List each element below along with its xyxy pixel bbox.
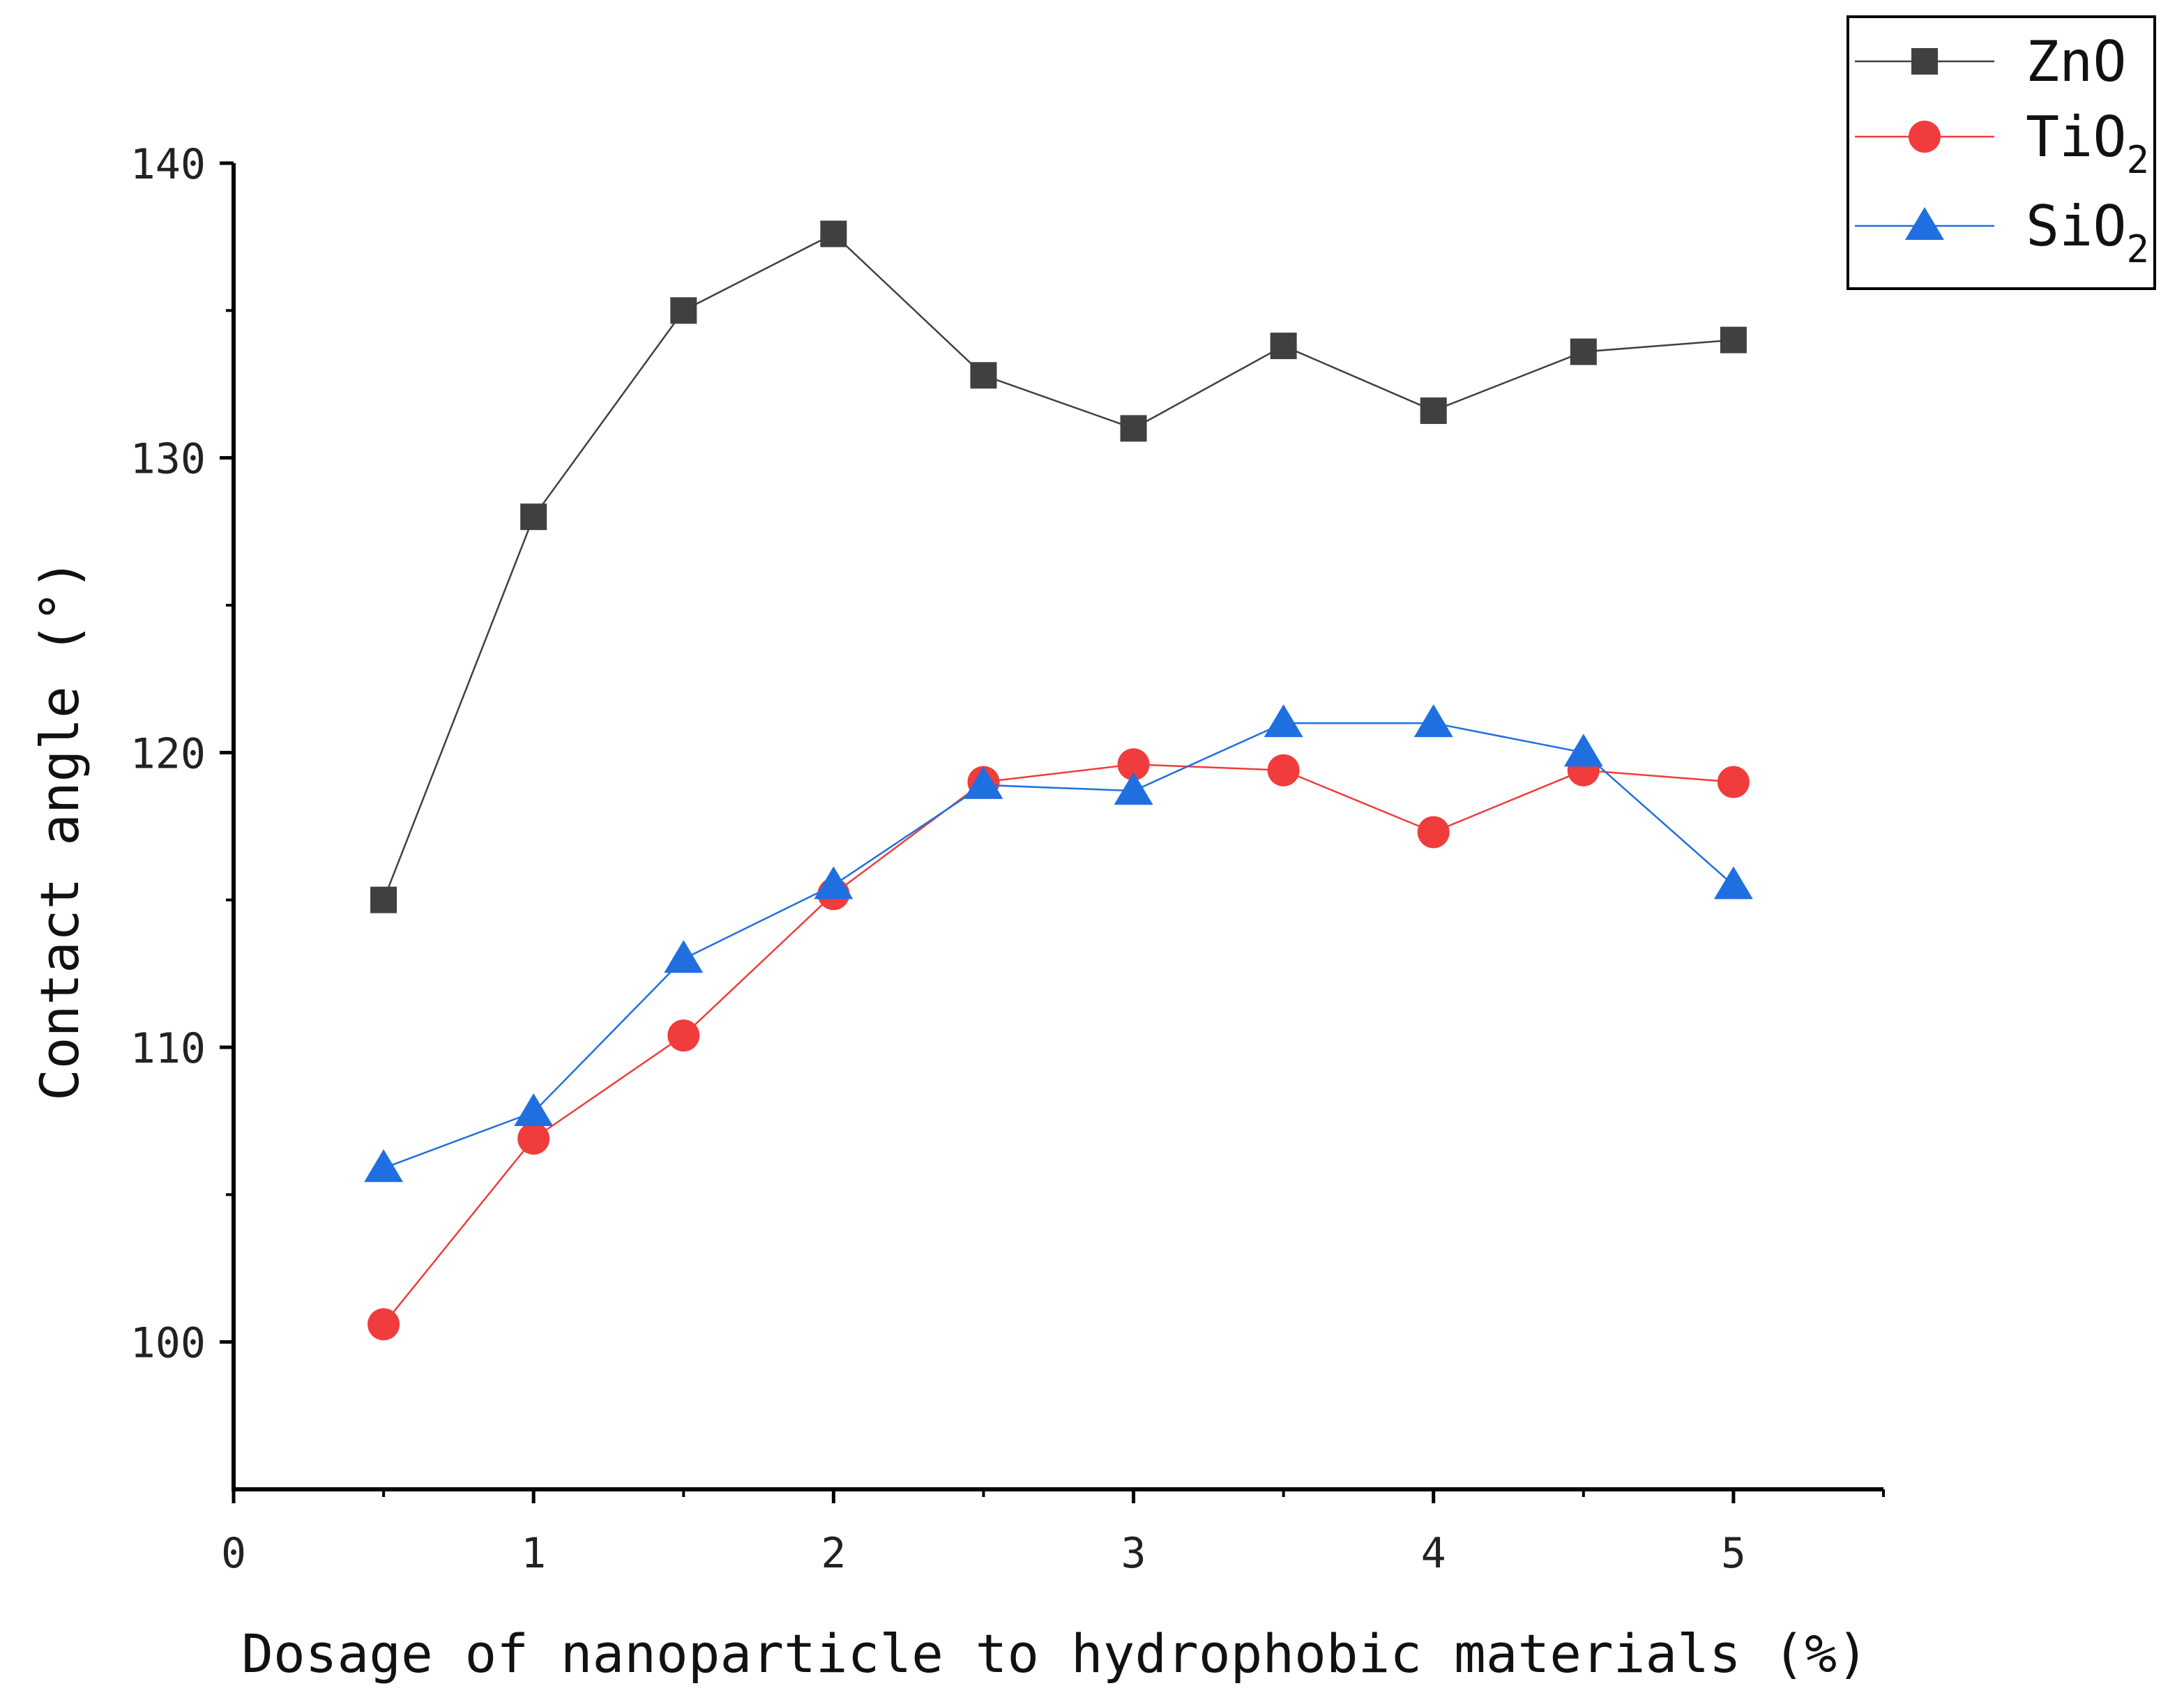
series-line-tio2: [383, 763, 1734, 1325]
data-point-zno: [370, 886, 397, 913]
data-point-zno: [520, 503, 547, 531]
data-point-sio2: [1114, 772, 1153, 805]
series-sio2: [364, 704, 1753, 1183]
legend: ZnO TiO2 SiO2: [1846, 15, 2156, 290]
data-point-sio2: [964, 766, 1003, 799]
x-axis-title: Dosage of nanoparticle to hydrophobic ma…: [241, 1623, 1869, 1685]
x-tick-label: 3: [1121, 1529, 1146, 1578]
y-tick-label: 130: [130, 435, 206, 484]
y-tick-label: 100: [130, 1319, 206, 1368]
x-tick-label: 4: [1421, 1529, 1446, 1578]
data-point-tio2: [667, 1019, 700, 1052]
ticks: 100 110 120 130 140 0 1 2 3 4 5: [130, 140, 1885, 1578]
data-point-sio2: [1563, 734, 1603, 767]
data-point-zno: [670, 297, 697, 324]
data-point-tio2: [367, 1308, 400, 1341]
legend-marker-sio2: [1905, 207, 1944, 240]
y-tick-label: 110: [130, 1024, 206, 1073]
data-point-sio2: [1413, 704, 1453, 738]
data-point-sio2: [814, 866, 854, 899]
data-point-zno: [1720, 326, 1747, 354]
x-tick-label: 0: [221, 1529, 246, 1578]
plot-area: [364, 220, 1753, 1341]
legend-marker-zno: [1911, 48, 1938, 75]
data-point-sio2: [1264, 704, 1303, 738]
legend-label-sio2: SiO2: [2026, 194, 2149, 271]
data-point-sio2: [514, 1093, 554, 1126]
data-point-zno: [970, 362, 997, 389]
y-axis-title: Contact angle (°): [29, 559, 91, 1101]
series-line-zno: [382, 232, 1734, 901]
x-tick-label: 1: [521, 1529, 546, 1578]
legend-marker-tio2: [1909, 121, 1941, 153]
x-tick-label: 2: [821, 1529, 846, 1578]
series-line-sio2: [383, 722, 1734, 1169]
y-tick-label: 120: [130, 729, 206, 778]
data-point-sio2: [364, 1149, 404, 1183]
data-point-zno: [1270, 333, 1297, 360]
data-point-zno: [1420, 397, 1447, 425]
data-point-zno: [1570, 338, 1597, 365]
series-tio2: [367, 748, 1750, 1341]
axes: [232, 163, 1883, 1491]
legend-label-tio2: TiO2: [2026, 105, 2149, 182]
data-point-tio2: [1267, 754, 1300, 787]
data-point-sio2: [1713, 866, 1753, 899]
y-tick-label: 140: [130, 140, 206, 189]
legend-label-zno: ZnO: [2026, 29, 2127, 94]
data-point-tio2: [1417, 816, 1450, 849]
data-point-sio2: [664, 940, 704, 973]
data-point-zno: [820, 220, 847, 248]
series-zno: [370, 220, 1747, 913]
data-point-zno: [1120, 415, 1147, 442]
data-point-tio2: [1117, 748, 1150, 781]
data-point-tio2: [517, 1123, 550, 1155]
data-point-tio2: [1717, 766, 1750, 798]
x-tick-label: 5: [1721, 1529, 1746, 1578]
